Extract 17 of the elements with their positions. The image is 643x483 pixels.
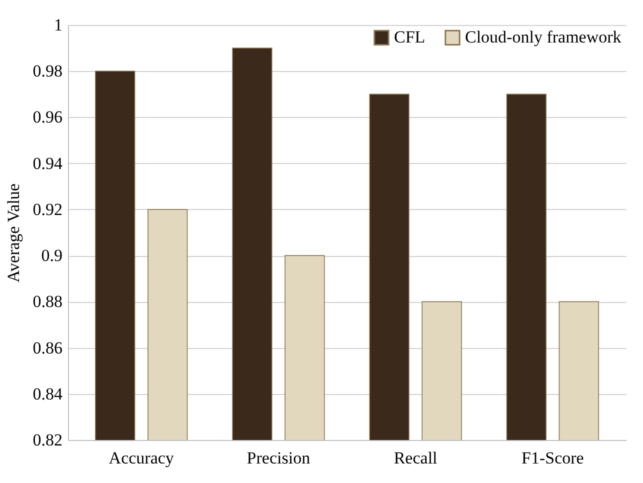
- y-tick-label: 0.98: [32, 62, 62, 81]
- x-tick-label: Recall: [394, 448, 438, 468]
- x-tick-label: F1-Score: [521, 448, 584, 468]
- y-tick-label: 0.86: [32, 338, 62, 358]
- y-tick-label: 0.96: [32, 108, 62, 127]
- y-tick-label: 0.9: [41, 246, 62, 266]
- legend-label: Cloud-only framework: [465, 28, 622, 47]
- legend-label: CFL: [394, 28, 426, 47]
- y-tick-label: 0.88: [32, 292, 62, 312]
- y-tick-label: 0.84: [32, 384, 63, 404]
- y-tick-label: 0.94: [32, 154, 63, 173]
- x-tick-label: Precision: [246, 448, 311, 468]
- y-tick-label: 0.92: [32, 200, 62, 219]
- y-axis-title: Average Value: [4, 184, 23, 282]
- y-tick-label: 0.82: [32, 430, 62, 450]
- y-tick-label: 1: [54, 16, 62, 34]
- x-tick-label: Accuracy: [108, 448, 174, 468]
